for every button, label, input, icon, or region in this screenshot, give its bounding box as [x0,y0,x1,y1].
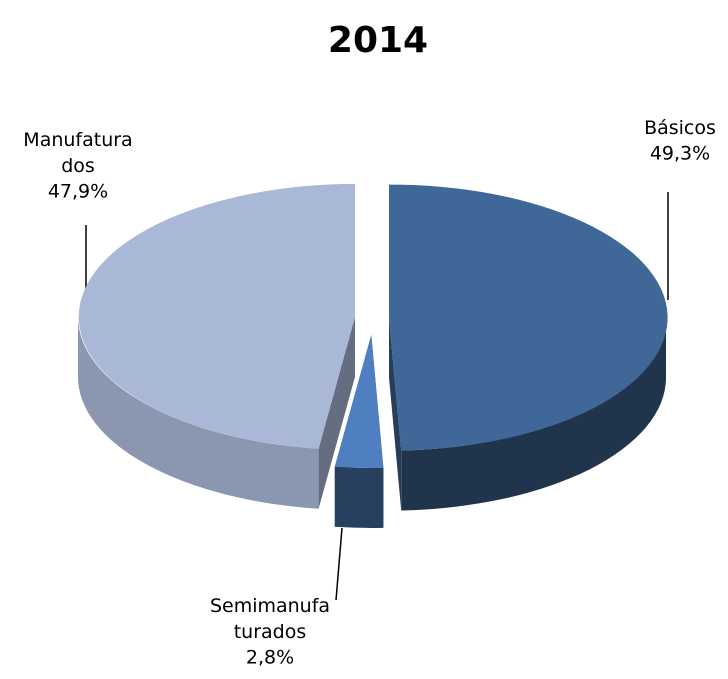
leader-line [335,527,343,601]
slice-label: Básicos [644,117,716,139]
slice-side [401,317,667,511]
chart-title: 2014 [328,20,428,61]
slice-side [334,466,384,529]
slice-label: Manufatura dos [23,129,132,177]
value-label: 47,9% [48,181,108,203]
slice-side [318,316,355,509]
value-label: 49,3% [650,143,710,165]
slice-side [389,317,402,511]
slice-side [78,316,319,509]
slice [78,183,356,449]
slice [389,184,668,451]
slice-label: Semimanufa turados [210,595,330,643]
slice [334,335,384,469]
value-label: 2,8% [246,647,294,669]
